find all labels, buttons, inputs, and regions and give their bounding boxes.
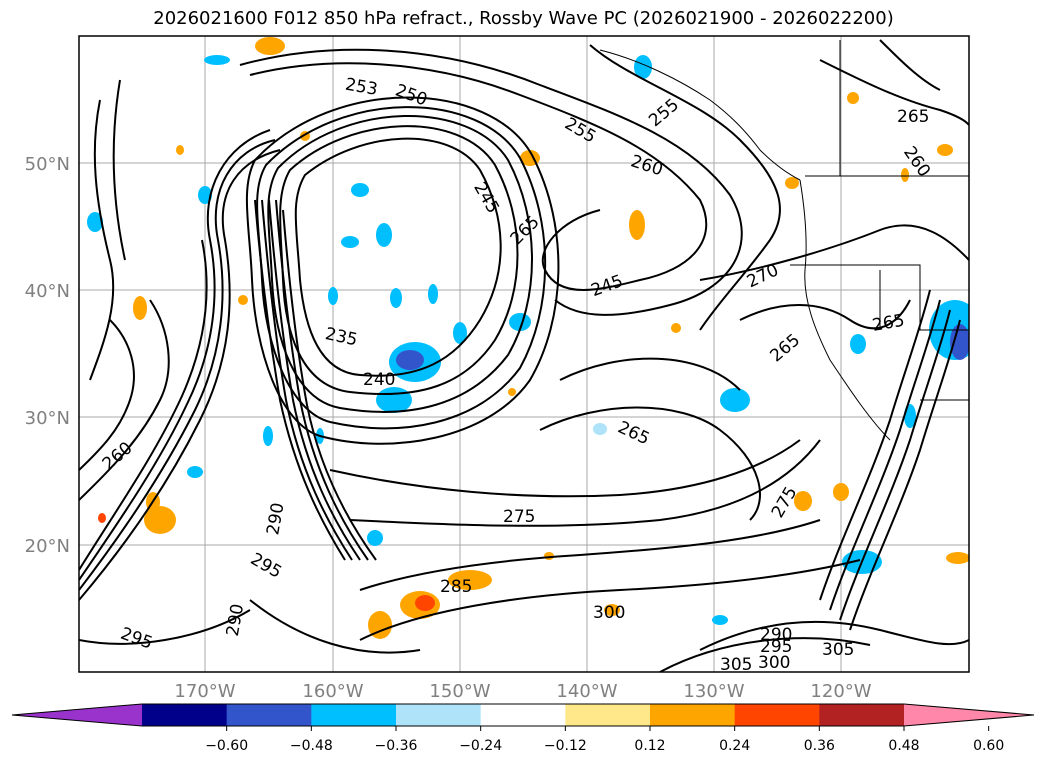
contour-label: 285 <box>440 577 472 597</box>
lat-tick-label: 30°N <box>25 408 70 429</box>
contour-label: 295 <box>760 637 792 657</box>
colorbar-extend-high <box>904 704 1034 726</box>
contour-label: 305 <box>720 655 752 675</box>
map-title: 2026021600 F012 850 hPa refract., Rossby… <box>153 8 894 29</box>
colorbar-tick-label: 0.12 <box>634 738 665 754</box>
colorbar-tick-label: 0.60 <box>973 738 1004 754</box>
colorbar-tick-label: −0.12 <box>544 738 587 754</box>
lon-tick-label: 140°W <box>556 681 617 702</box>
colorbar-outline <box>11 703 1035 727</box>
colorbar-segment <box>226 704 312 726</box>
contour-label: 265 <box>897 107 929 127</box>
colorbar-tick-labels: −0.60 −0.48 −0.36 −0.24 −0.12 0.12 0.24 0.36 0.4… <box>205 726 1004 754</box>
colorbar-segment <box>311 704 397 726</box>
colorbar-extend-low <box>12 704 142 726</box>
lon-tick-label: 160°W <box>302 681 363 702</box>
colorbar-segment <box>396 704 482 726</box>
contour-label: 305 <box>822 640 854 660</box>
colorbar-segment <box>565 704 651 726</box>
map-panel <box>79 36 969 672</box>
coastlines <box>599 40 969 441</box>
contour-label: 275 <box>503 507 535 527</box>
colorbar-segment <box>734 704 820 726</box>
colorbar-tick-label: −0.36 <box>375 738 418 754</box>
colorbar-tick-label: −0.24 <box>459 738 502 754</box>
longitude-labels: 170°W 160°W 150°W 140°W 130°W 120°W <box>174 681 871 702</box>
lon-tick-label: 170°W <box>174 681 235 702</box>
colorbar-tick-label: −0.48 <box>290 738 333 754</box>
lat-tick-label: 20°N <box>25 536 70 557</box>
latitude-labels: 50°N 40°N 30°N 20°N <box>25 154 70 557</box>
colorbar-segment <box>480 704 566 726</box>
contour-label: 290 <box>760 625 792 645</box>
colorbar-tick-label: 0.36 <box>804 738 835 754</box>
colorbar-segment <box>142 704 228 726</box>
colorbar <box>11 703 1035 727</box>
contour-label: 300 <box>758 653 790 673</box>
colorbar-tick-label: 0.48 <box>888 738 919 754</box>
map-frame <box>78 35 970 673</box>
lon-tick-label: 130°W <box>683 681 744 702</box>
colorbar-tick-label: 0.24 <box>719 738 750 754</box>
contour-lines <box>79 39 969 672</box>
lat-tick-label: 40°N <box>25 281 70 302</box>
lat-tick-label: 50°N <box>25 154 70 175</box>
lon-tick-label: 150°W <box>429 681 490 702</box>
contour-label: 240 <box>363 370 395 390</box>
colorbar-segment <box>650 704 736 726</box>
colorbar-tick-label: −0.60 <box>205 738 248 754</box>
lon-tick-label: 120°W <box>810 681 871 702</box>
contour-label: 300 <box>593 603 625 623</box>
colorbar-segment <box>819 704 905 726</box>
